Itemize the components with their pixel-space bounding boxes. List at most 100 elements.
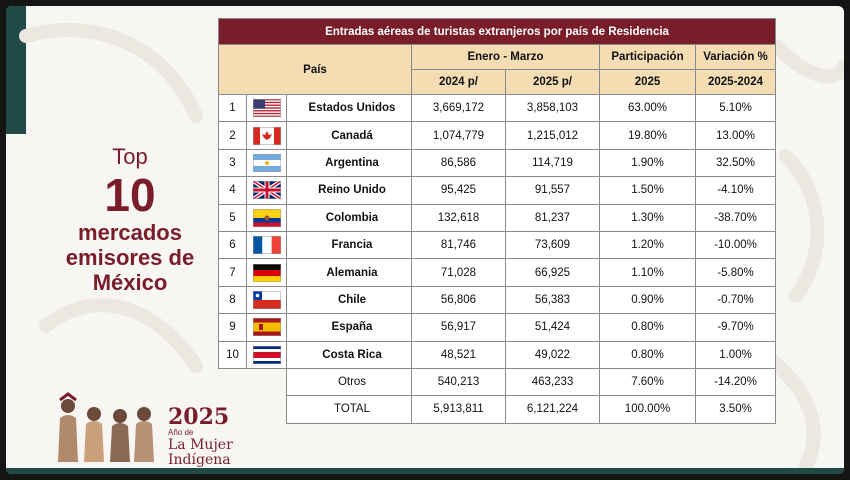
table-row: 5 Colombia 132,618 81,237 1.30% -38.70% — [218, 203, 777, 232]
flag-cell — [246, 148, 287, 178]
subheader-participacion-2025: 2025 — [599, 69, 696, 95]
share-2025: 1.10% — [599, 258, 696, 287]
value-2024: 56,917 — [411, 313, 506, 342]
value-2025: 3,858,103 — [505, 93, 600, 123]
value-2025: 49,022 — [505, 340, 600, 369]
value-2025: 1,215,012 — [505, 121, 600, 150]
value-2025: 73,609 — [505, 230, 600, 260]
share-2025: 0.80% — [599, 340, 696, 369]
flag-cl-icon — [252, 290, 281, 309]
table-title: Entradas aéreas de turistas extranjeros … — [217, 18, 777, 45]
value-2025: 66,925 — [505, 258, 600, 287]
change-2025-2024: -4.10% — [694, 176, 777, 205]
headline: Top 10 mercados emisores de México — [50, 144, 210, 295]
indigenous-women-illustration — [58, 392, 154, 462]
change-2025-2024: 5.10% — [694, 93, 777, 123]
headline-line-3: México — [92, 270, 168, 295]
subheader-2025: 2025 p/ — [505, 69, 600, 95]
table-row: 1 Estados Unidos 3,669,172 3,858,103 63.00% 5… — [218, 93, 777, 123]
value-2025: 56,383 — [505, 285, 600, 315]
logo-year: 2025 — [168, 404, 230, 430]
rank-cell: 3 — [218, 148, 247, 178]
slide: Top 10 mercados emisores de México 2025 … — [6, 6, 844, 474]
share-2025: 1.50% — [599, 176, 696, 205]
rank-cell: 2 — [218, 121, 247, 150]
change-2025-2024: -38.70% — [694, 203, 777, 232]
country-name: Francia — [286, 230, 412, 260]
country-name: España — [286, 313, 412, 342]
logo-name-2: Indígena — [168, 452, 231, 468]
value-2024: 95,425 — [411, 176, 506, 205]
value-2024: 48,521 — [411, 340, 506, 369]
share-2025: 63.00% — [599, 93, 696, 123]
headline-line-2: emisores de — [65, 245, 195, 270]
flag-cell — [246, 176, 287, 205]
column-header-variacion: Variación % — [694, 44, 777, 70]
country-name: Estados Unidos — [286, 93, 412, 123]
change-2025-2024: -9.70% — [694, 313, 777, 342]
table-row: 10 Costa Rica 48,521 49,022 0.80% 1.00% — [218, 340, 777, 369]
rank-cell: 5 — [218, 203, 247, 232]
column-header-participacion: Participación — [599, 44, 696, 70]
flag-es-icon — [252, 318, 281, 337]
value-2024: 71,028 — [411, 258, 506, 287]
country-name: Colombia — [286, 203, 412, 232]
country-name: Reino Unido — [286, 176, 412, 205]
change-2025-2024: 13.00% — [694, 121, 777, 150]
total-2024: 5,913,811 — [411, 395, 506, 424]
value-2025: 114,719 — [505, 148, 600, 178]
table-row: 6 Francia 81,746 73,609 1.20% -10.00% — [218, 230, 777, 260]
corner-accent-bar — [6, 6, 26, 134]
otros-2025: 463,233 — [505, 367, 600, 397]
flag-ar-icon — [252, 153, 281, 172]
country-name: Canadá — [286, 121, 412, 150]
otros-2024: 540,213 — [411, 367, 506, 397]
logo-name-1: La Mujer — [168, 437, 233, 453]
otros-label: Otros — [286, 367, 412, 397]
rank-cell: 4 — [218, 176, 247, 205]
value-2025: 81,237 — [505, 203, 600, 232]
year-logo: 2025 Año de La Mujer Indígena — [50, 392, 240, 468]
headline-line-1: mercados — [78, 220, 182, 245]
otros-share: 7.60% — [599, 367, 696, 397]
total-label: TOTAL — [286, 395, 412, 424]
table-row: 7 Alemania 71,028 66,925 1.10% -5.80% — [218, 258, 777, 287]
subheader-variacion-range: 2025-2024 — [694, 69, 777, 95]
table-row: 4 Reino Unido 95,425 91,557 1.50% -4.10% — [218, 176, 777, 205]
flag-cr-icon — [252, 345, 281, 364]
tourism-table: Entradas aéreas de turistas extranjeros … — [217, 18, 777, 424]
table-row-total: TOTAL 5,913,811 6,121,224 100.00% 3.50% — [219, 395, 777, 424]
rank-cell: 10 — [218, 340, 247, 369]
flag-de-icon — [252, 263, 281, 282]
logo-sub: Año de — [168, 428, 194, 437]
logo-text: 2025 Año de La Mujer Indígena — [168, 406, 233, 468]
headline-number: 10 — [104, 169, 156, 221]
flag-cell — [246, 203, 287, 232]
total-share: 100.00% — [599, 395, 696, 424]
rank-cell: 8 — [218, 285, 247, 315]
column-header-pais: País — [218, 44, 412, 95]
share-2025: 1.20% — [599, 230, 696, 260]
rank-cell: 6 — [218, 230, 247, 260]
table-row: 3 Argentina 86,586 114,719 1.90% 32.50% — [218, 148, 777, 178]
share-2025: 0.80% — [599, 313, 696, 342]
country-name: Argentina — [286, 148, 412, 178]
headline-top: Top — [112, 144, 148, 169]
subheader-2024: 2024 p/ — [411, 69, 506, 95]
rank-cell: 1 — [218, 93, 247, 123]
flag-cell — [246, 230, 287, 260]
table-row-otros: Otros 540,213 463,233 7.60% -14.20% — [219, 367, 777, 397]
column-header-period: Enero - Marzo — [411, 44, 600, 70]
value-2025: 91,557 — [505, 176, 600, 205]
value-2025: 51,424 — [505, 313, 600, 342]
table-row: 9 España 56,917 51,424 0.80% -9.70% — [218, 313, 777, 342]
change-2025-2024: 32.50% — [694, 148, 777, 178]
change-2025-2024: -5.80% — [694, 258, 777, 287]
flag-cell — [246, 121, 287, 150]
share-2025: 0.90% — [599, 285, 696, 315]
share-2025: 1.30% — [599, 203, 696, 232]
value-2024: 132,618 — [411, 203, 506, 232]
flag-fr-icon — [252, 236, 281, 255]
flag-ca-icon — [252, 126, 281, 145]
bottom-accent-stripe — [6, 468, 844, 474]
